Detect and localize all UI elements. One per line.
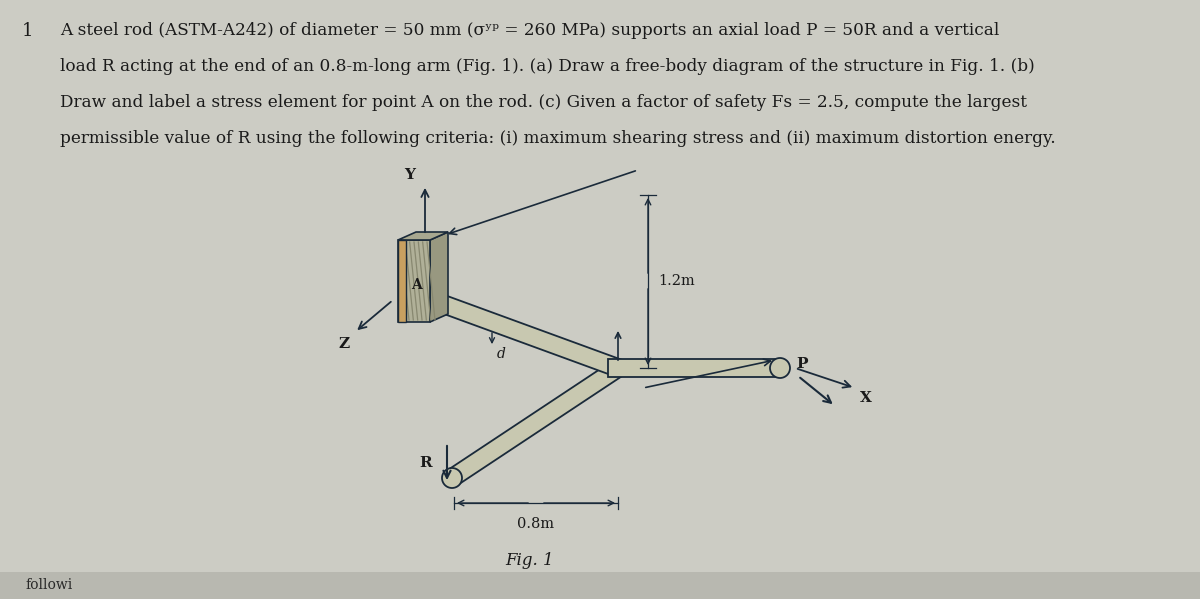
- Text: R: R: [419, 456, 432, 470]
- Text: 0.8m: 0.8m: [517, 517, 554, 531]
- Text: 1: 1: [22, 22, 34, 40]
- Polygon shape: [428, 292, 622, 376]
- Text: Z: Z: [338, 337, 350, 351]
- Circle shape: [442, 468, 462, 488]
- Text: d: d: [497, 347, 506, 361]
- Polygon shape: [448, 361, 623, 486]
- Polygon shape: [398, 240, 406, 322]
- Text: followi: followi: [25, 578, 72, 592]
- Text: Fig. 1: Fig. 1: [505, 552, 554, 569]
- Text: X: X: [860, 391, 872, 405]
- Text: Y: Y: [404, 168, 415, 182]
- Text: permissible value of R using the following criteria: (i) maximum shearing stress: permissible value of R using the followi…: [60, 130, 1056, 147]
- Polygon shape: [398, 240, 430, 322]
- Text: A steel rod (ASTM-A242) of diameter = 50 mm (σʸᵖ = 260 MPa) supports an axial lo: A steel rod (ASTM-A242) of diameter = 50…: [60, 22, 1000, 39]
- Text: 1.2m: 1.2m: [658, 274, 695, 288]
- Text: Draw and label a stress element for point A on the rod. (c) Given a factor of sa: Draw and label a stress element for poin…: [60, 94, 1027, 111]
- Polygon shape: [430, 232, 448, 322]
- Polygon shape: [398, 232, 448, 240]
- Text: load R acting at the end of an 0.8-m-long arm (Fig. 1). (a) Draw a free-body dia: load R acting at the end of an 0.8-m-lon…: [60, 58, 1034, 75]
- Text: A: A: [410, 278, 421, 292]
- Polygon shape: [608, 359, 780, 377]
- Text: P: P: [796, 357, 808, 371]
- Circle shape: [770, 358, 790, 378]
- Bar: [0, 572, 1200, 599]
